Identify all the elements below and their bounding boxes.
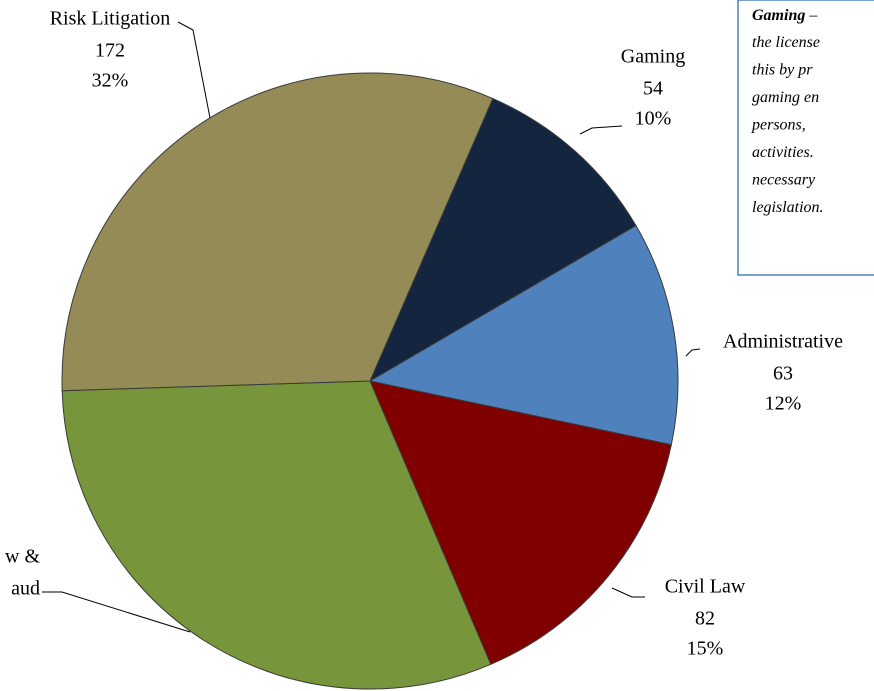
note-dash: –	[808, 7, 818, 24]
percent-label: 32%	[92, 70, 129, 92]
slice-label: aud	[11, 578, 40, 600]
note-bold: Gaming	[752, 7, 805, 24]
note-text: persons,	[751, 117, 806, 134]
pie-slice	[61, 72, 494, 392]
value-label: 172	[95, 40, 125, 62]
note-text: Gaming –	[752, 7, 818, 24]
note-text: gaming en	[752, 89, 819, 106]
slice-label: Civil Law	[665, 576, 746, 598]
percent-label: 10%	[635, 108, 672, 130]
pie-slice	[61, 380, 492, 690]
leader-line	[42, 591, 191, 633]
leader-line	[611, 587, 645, 598]
value-label: 82	[695, 608, 715, 630]
leader-line	[579, 125, 623, 135]
pie-slice	[369, 380, 672, 665]
slice-label: Risk Litigation	[50, 8, 171, 30]
note-text: this by pr	[752, 62, 813, 79]
note-text: activities.	[752, 144, 814, 161]
pie-slice	[368, 97, 637, 383]
slice-label: w &	[5, 546, 40, 568]
leader-line	[177, 21, 211, 119]
value-label: 54	[643, 78, 663, 100]
note-text: legislation.	[752, 199, 824, 216]
value-label: 63	[773, 363, 793, 385]
leader-line	[685, 348, 701, 357]
slice-label: Gaming	[621, 46, 685, 68]
slice-label: Administrative	[723, 331, 843, 353]
note-box	[737, 0, 874, 276]
pie-slice	[368, 224, 679, 446]
percent-label: 12%	[765, 393, 802, 415]
note-text: necessary	[752, 172, 816, 189]
percent-label: 15%	[687, 638, 724, 660]
note-text: the license	[752, 34, 820, 51]
